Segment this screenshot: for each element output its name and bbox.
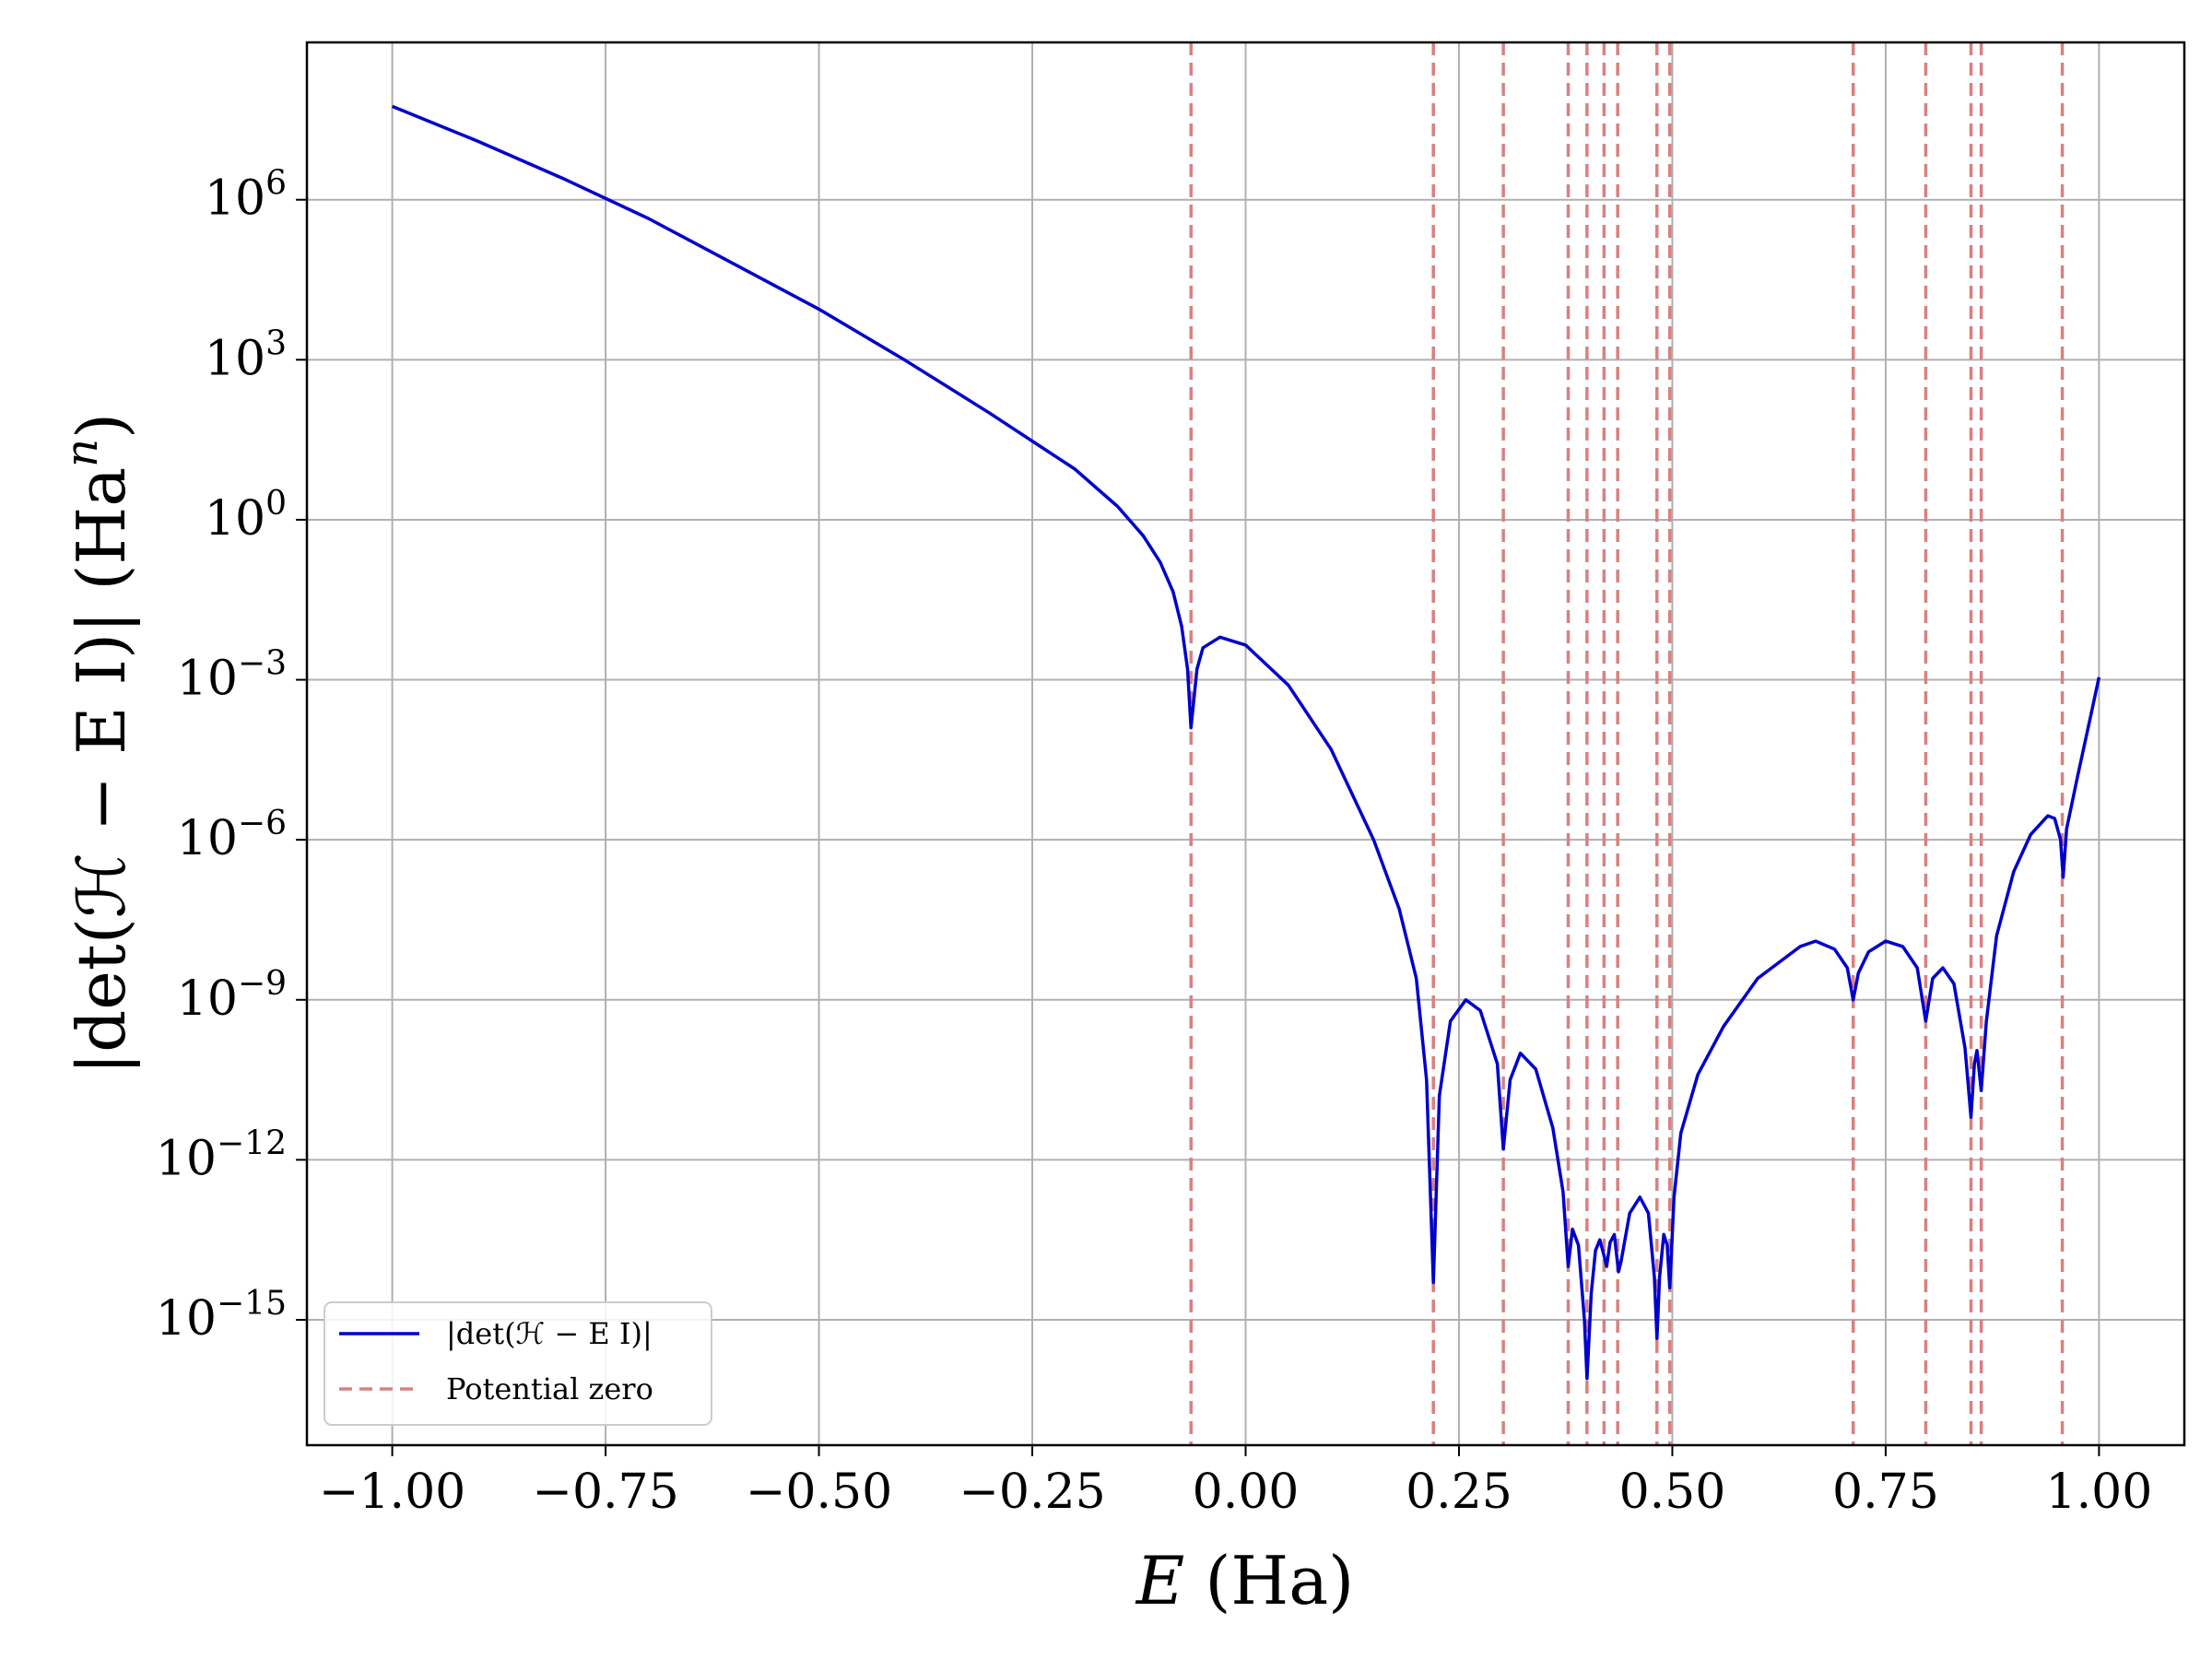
y-tick-label: 103 <box>205 324 287 386</box>
y-tick-label: 100 <box>205 485 287 547</box>
series-layer <box>391 104 2101 1381</box>
y-axis-label: |det(ℋ − E I)|(Han) <box>56 413 140 1075</box>
tick-layer: −1.00 −0.75 −0.50 −0.25 0.00 0.25 0.50 0.75 1.00… <box>156 165 2152 1520</box>
x-tick-label: 0.25 <box>1406 1465 1512 1520</box>
y-tick-label: 10−15 <box>156 1285 287 1347</box>
x-tick-label: −0.50 <box>746 1465 892 1520</box>
grid-layer <box>307 42 2184 1445</box>
legend: |det(ℋ − E I)| Potential zero <box>324 1301 712 1426</box>
x-axis-label: E (Ha) <box>1135 1542 1354 1619</box>
x-tick-label: −0.25 <box>959 1465 1105 1520</box>
x-tick-label: 0.50 <box>1619 1465 1726 1520</box>
y-tick-label: 10−6 <box>177 805 287 866</box>
legend-label-potential-zero: Potential zero <box>446 1371 653 1406</box>
legend-label-determinant: |det(ℋ − E I)| <box>446 1316 653 1351</box>
y-tick-label: 10−9 <box>177 965 287 1027</box>
x-tick-label: 1.00 <box>2046 1465 2153 1520</box>
x-tick-label: 0.00 <box>1193 1465 1300 1520</box>
y-tick-label: 10−3 <box>177 645 287 707</box>
legend-box <box>324 1301 712 1426</box>
x-tick-label: −0.75 <box>532 1465 678 1520</box>
x-tick-label: 0.75 <box>1832 1465 1939 1520</box>
y-tick-label: 106 <box>205 165 287 227</box>
x-tick-label: −1.00 <box>319 1465 465 1520</box>
potential-zero-lines <box>1189 42 2065 1445</box>
determinant-series-line <box>391 104 2101 1381</box>
y-tick-label: 10−12 <box>156 1124 287 1186</box>
